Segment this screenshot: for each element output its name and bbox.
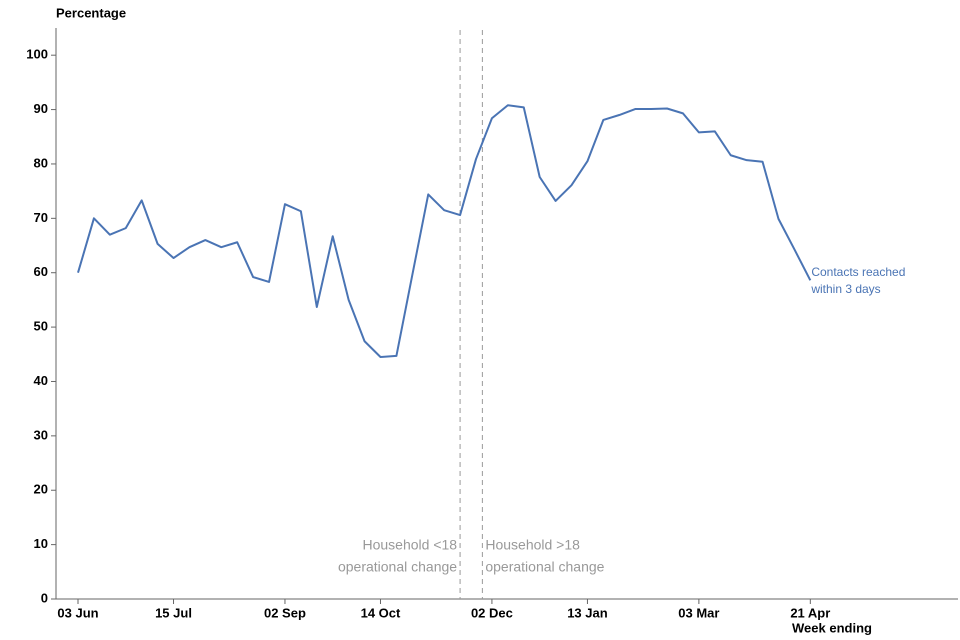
series-label: Contacts reached within 3 days [811,265,906,297]
x-axis-label: Week ending [792,620,872,635]
y-tick-label: 10 [34,536,48,551]
annotation-text: operational change [485,559,604,575]
x-tick-label: 02 Sep [264,605,306,620]
x-tick-label: 13 Jan [567,605,608,620]
y-tick-label: 70 [34,210,48,225]
x-tick-label: 02 Dec [471,605,513,620]
y-tick-label: 0 [41,590,48,605]
annotation-text: operational change [338,559,457,575]
y-tick-label: 60 [34,264,48,279]
y-tick-label: 20 [34,482,48,497]
y-tick-label: 100 [26,47,48,62]
annotation-text: Household <18 [363,537,458,553]
y-tick-label: 80 [34,155,48,170]
series-line [77,104,812,359]
y-tick-label: 50 [34,319,48,334]
annotation-text: Household >18 [485,537,580,553]
x-tick-label: 03 Jun [57,605,98,620]
y-tick-label: 40 [34,373,48,388]
x-tick-label: 14 Oct [361,605,401,620]
x-tick-label: 21 Apr [790,605,830,620]
x-tick-label: 15 Jul [155,605,192,620]
y-tick-label: 30 [34,427,48,442]
y-axis-label: Percentage [56,5,126,20]
x-tick-label: 03 Mar [678,605,719,620]
y-tick-label: 90 [34,101,48,116]
